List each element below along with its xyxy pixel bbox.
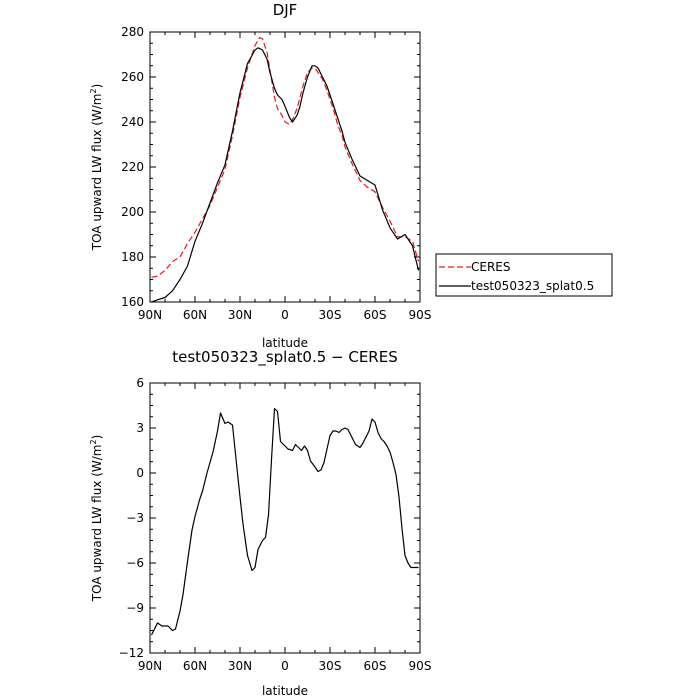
top-x-tick-label: 60S (364, 308, 387, 322)
bottom-chart-title: test050323_splat0.5 − CERES (172, 348, 397, 367)
bottom-y-tick-label: −9 (126, 601, 144, 615)
top-x-axis-label: latitude (262, 336, 308, 350)
top-axis-ticks: 90N 60N 30N 0 30S 60S 90S 160 180 200 220 240 260 280 (121, 25, 431, 322)
bottom-x-axis-label: latitude (262, 684, 308, 698)
top-y-tick-label: 200 (121, 205, 144, 219)
bottom-y-tick-label: 3 (136, 421, 144, 435)
bottom-panel: test050323_splat0.5 − CERES 90N 60N 30N 0 30… (89, 348, 431, 698)
top-chart-title: DJF (273, 1, 298, 19)
top-y-tick-label: 180 (121, 250, 144, 264)
bottom-x-tick-label: 0 (281, 659, 289, 673)
bottom-y-tick-label: 0 (136, 466, 144, 480)
top-plot-frame (149, 31, 421, 303)
top-y-axis-label: TOA upward LW flux (W/m2) (89, 84, 104, 252)
bottom-series-lines (150, 407, 419, 636)
bottom-x-tick-label: 60S (364, 659, 387, 673)
bottom-x-tick-label: 90N (138, 659, 162, 673)
top-series-line-0 (151, 36, 420, 278)
bottom-plot-frame (149, 382, 421, 654)
bottom-y-tick-label: −3 (126, 511, 144, 525)
legend-box (435, 253, 613, 297)
top-series-lines (151, 36, 420, 303)
bottom-y-tick-label: −6 (126, 556, 144, 570)
top-y-tick-label: 240 (121, 115, 144, 129)
top-y-tick-label: 220 (121, 160, 144, 174)
top-y-tick-label: 280 (121, 25, 144, 39)
top-x-tick-label: 90N (138, 308, 162, 322)
top-y-tick-label: 160 (121, 295, 144, 309)
bottom-y-axis-label: TOA upward LW flux (W/m2) (89, 435, 104, 603)
top-x-tick-label: 0 (281, 308, 289, 322)
bottom-x-tick-label: 60N (183, 659, 207, 673)
top-x-tick-label: 30N (228, 308, 252, 322)
bottom-y-tick-label: 6 (136, 376, 144, 390)
bottom-axis-ticks: 90N 60N 30N 0 30S 60S 90S −12 −9 −6 −3 0 3 6 (119, 376, 432, 673)
top-series-line-1 (151, 47, 420, 303)
top-x-tick-label: 90S (409, 308, 432, 322)
legend-label-ceres: CERES (471, 260, 511, 274)
top-x-tick-label: 60N (183, 308, 207, 322)
top-y-tick-label: 260 (121, 70, 144, 84)
bottom-x-tick-label: 90S (409, 659, 432, 673)
bottom-series-line-0 (150, 407, 419, 636)
bottom-x-tick-label: 30S (319, 659, 342, 673)
top-panel: DJF 90N 60N 30N 0 30S 60S 90S 160 180 200 220 240 26… (89, 1, 613, 350)
bottom-y-tick-label: −12 (119, 646, 144, 660)
top-x-tick-label: 30S (319, 308, 342, 322)
bottom-x-tick-label: 30N (228, 659, 252, 673)
legend: CERES test050323_splat0.5 (435, 253, 613, 297)
legend-label-test: test050323_splat0.5 (471, 279, 594, 293)
